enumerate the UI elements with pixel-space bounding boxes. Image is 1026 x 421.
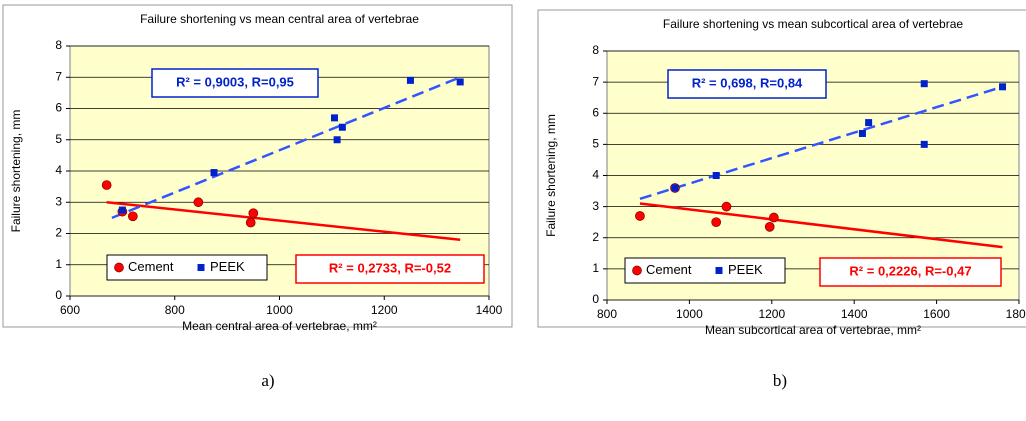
legend-marker — [715, 267, 723, 274]
y-tick-label: 1 — [55, 257, 62, 271]
annotation: R² = 0,2226, R=-0,47 — [849, 263, 971, 278]
y-tick-label: 2 — [55, 226, 62, 240]
annotation: R² = 0,9003, R=0,95 — [176, 74, 294, 89]
y-tick-label: 1 — [592, 261, 599, 275]
x-tick-label: 1200 — [371, 303, 398, 317]
x-tick-label: 800 — [165, 303, 185, 317]
y-tick-label: 0 — [55, 288, 62, 302]
y-tick-label: 2 — [592, 230, 599, 244]
y-tick-label: 5 — [592, 137, 599, 151]
legend-marker — [197, 264, 205, 271]
data-point — [671, 184, 679, 192]
trend-line — [106, 201, 461, 241]
trend-line — [111, 76, 461, 220]
data-point — [635, 211, 645, 221]
data-point — [721, 201, 732, 212]
y-tick-label: 6 — [592, 105, 599, 119]
annotation-box — [667, 69, 827, 99]
legend-marker — [632, 265, 642, 276]
x-tick-label: 1000 — [676, 307, 703, 321]
data-point — [245, 217, 256, 228]
y-tick-label: 5 — [55, 132, 62, 146]
y-axis-label: Failure shortening, mm — [544, 114, 558, 237]
data-point — [210, 169, 218, 177]
x-tick-label: 1000 — [266, 303, 293, 317]
legend-label: Cement — [128, 259, 174, 274]
caption: a) — [261, 371, 274, 390]
x-tick-label: 1800 — [1006, 307, 1026, 321]
y-tick-label: 4 — [55, 163, 62, 177]
data-point — [193, 197, 204, 208]
legend — [106, 254, 268, 281]
trend-line — [639, 202, 1003, 249]
data-point — [764, 222, 775, 232]
data-point — [248, 208, 259, 219]
legend — [624, 257, 786, 284]
y-tick-label: 3 — [55, 194, 62, 208]
data-point — [865, 119, 873, 127]
x-tick-label: 1200 — [758, 307, 785, 321]
chart-title: Failure shortening vs mean subcortical a… — [663, 17, 963, 31]
annotation: R² = 0,2733, R=-0,52 — [329, 260, 451, 275]
y-tick-label: 8 — [55, 38, 62, 52]
chart-title: Failure shortening vs mean central area … — [140, 12, 419, 26]
trend-line — [639, 85, 1003, 201]
annotation-box — [295, 254, 485, 284]
y-tick-label: 7 — [55, 69, 62, 83]
legend-label: PEEK — [728, 262, 763, 277]
legend-marker — [114, 262, 124, 273]
y-tick-label: 3 — [592, 199, 599, 213]
legend-label: Cement — [646, 262, 692, 277]
y-tick-label: 0 — [592, 292, 599, 306]
data-point — [769, 212, 779, 223]
data-point — [920, 80, 928, 88]
data-point — [858, 129, 866, 137]
y-tick-label: 8 — [592, 43, 599, 57]
data-point — [128, 211, 138, 222]
data-point — [456, 78, 464, 86]
x-axis-label: Mean subcortical area of vertebrae, mm² — [705, 323, 921, 337]
x-tick-label: 1600 — [923, 307, 950, 321]
caption: b) — [773, 371, 787, 390]
y-tick-label: 6 — [55, 101, 62, 115]
data-point — [999, 83, 1007, 91]
y-tick-label: 7 — [592, 74, 599, 88]
x-tick-label: 1400 — [841, 307, 868, 321]
annotation-box — [151, 68, 319, 98]
y-tick-label: 4 — [592, 168, 599, 182]
x-axis-label: Mean central area of vertebrae, mm² — [182, 319, 377, 333]
data-point — [333, 136, 341, 144]
x-tick-label: 800 — [597, 307, 617, 321]
x-tick-label: 600 — [60, 303, 80, 317]
data-point — [330, 114, 338, 122]
data-point — [920, 140, 928, 148]
data-point — [406, 76, 414, 84]
y-axis-label: Failure shortening, mm — [9, 110, 23, 233]
annotation: R² = 0,698, R=0,84 — [692, 75, 803, 90]
legend-label: PEEK — [210, 259, 245, 274]
annotation-box — [819, 257, 1002, 287]
x-tick-label: 1400 — [476, 303, 503, 317]
data-point — [118, 206, 126, 214]
data-point — [711, 217, 722, 228]
data-point — [712, 172, 720, 179]
data-point — [338, 123, 346, 131]
data-point — [101, 180, 112, 190]
